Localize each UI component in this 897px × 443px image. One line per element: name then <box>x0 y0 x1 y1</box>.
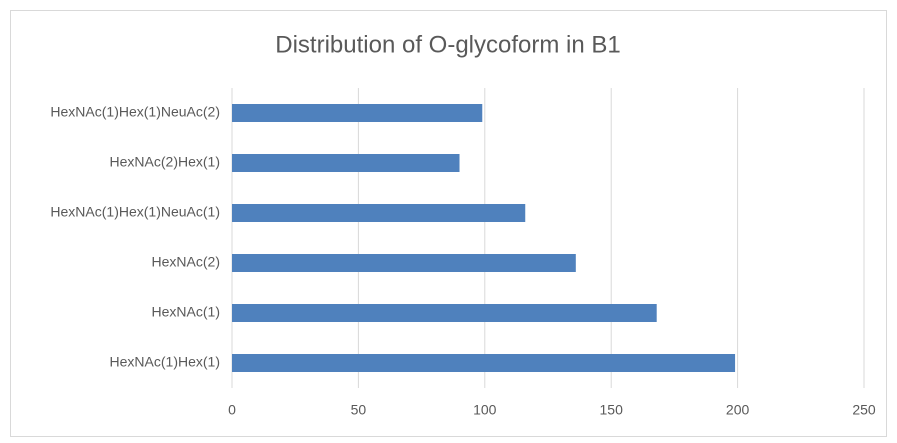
x-tick-label: 50 <box>351 402 367 418</box>
x-tick-label: 250 <box>852 402 876 418</box>
bar <box>232 254 576 272</box>
y-tick-label: HexNAc(2) <box>152 254 220 270</box>
chart-border <box>10 10 887 437</box>
y-tick-label: HexNAc(1) <box>152 304 220 320</box>
bar <box>232 354 736 372</box>
chart-title: Distribution of O-glycoform in B1 <box>275 31 620 58</box>
bar <box>232 104 483 122</box>
x-tick-label: 150 <box>600 402 624 418</box>
y-tick-label: HexNAc(1)Hex(1) <box>110 354 220 370</box>
y-tick-label: HexNAc(1)Hex(1)NeuAc(2) <box>50 104 220 120</box>
x-tick-label: 0 <box>228 402 236 418</box>
bar <box>232 304 657 322</box>
bar <box>232 154 460 172</box>
bar <box>232 204 526 222</box>
x-tick-label: 200 <box>726 402 750 418</box>
y-tick-label: HexNAc(1)Hex(1)NeuAc(1) <box>50 204 220 220</box>
x-tick-label: 100 <box>473 402 497 418</box>
y-tick-label: HexNAc(2)Hex(1) <box>110 154 220 170</box>
